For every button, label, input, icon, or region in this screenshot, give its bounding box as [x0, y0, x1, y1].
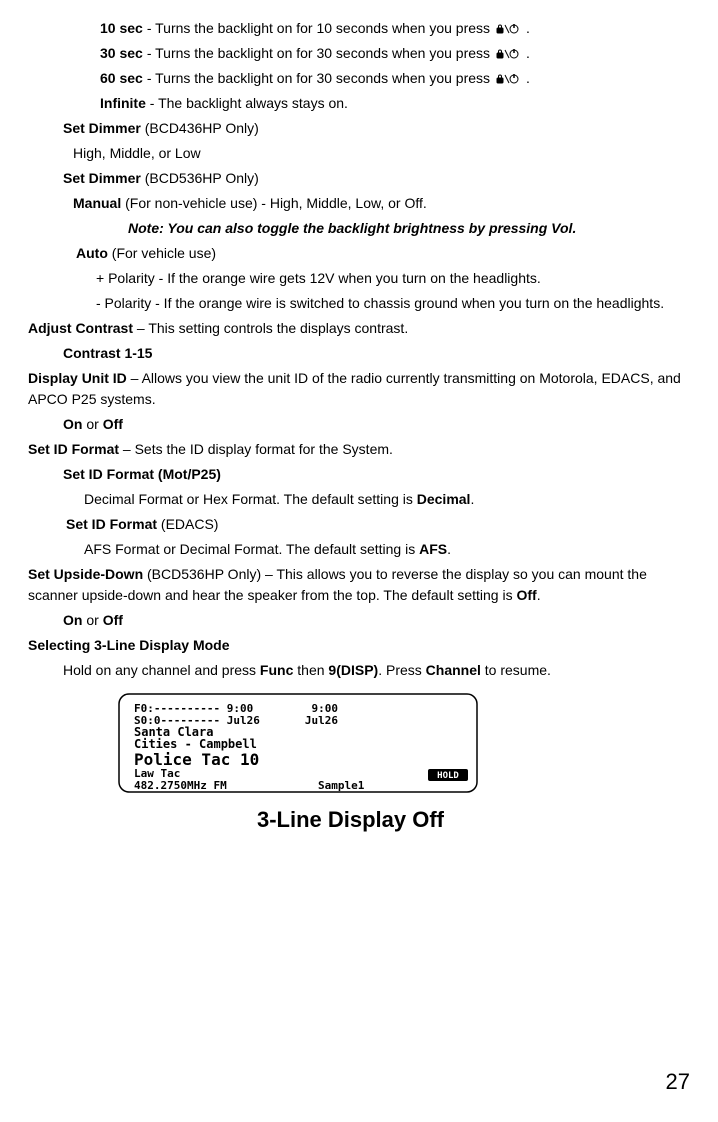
set-dimmer-1-label: Set Dimmer: [63, 120, 141, 136]
display-unit-id-desc: – Allows you view the unit ID of the rad…: [28, 370, 681, 407]
scanner-display: F0:---------- 9:00 9:00 S0:0--------- Ju…: [118, 693, 478, 793]
backlight-10sec-tail: .: [526, 18, 530, 39]
disp-hold: HOLD: [437, 771, 459, 781]
threeline-channel: Channel: [426, 662, 481, 678]
idformat-motp25-label: Set ID Format (Mot/P25): [63, 464, 690, 485]
upsidedown-default: Off: [516, 587, 536, 603]
set-id-format: Set ID Format – Sets the ID display form…: [28, 439, 690, 460]
threeline-disp: 9(DISP): [328, 662, 378, 678]
threeline-then: then: [293, 662, 328, 678]
scanner-display-svg: F0:---------- 9:00 9:00 S0:0--------- Ju…: [118, 693, 478, 793]
set-upside-down: Set Upside-Down (BCD536HP Only) – This a…: [28, 564, 690, 606]
backlight-10sec-label: 10 sec: [100, 18, 143, 39]
upsidedown-tail: .: [537, 587, 541, 603]
dimmer2-auto: Auto (For vehicle use): [76, 243, 690, 264]
idformat-motp25-pre: Decimal Format or Hex Format. The defaul…: [84, 491, 417, 507]
set-dimmer-1-options: High, Middle, or Low: [73, 143, 690, 164]
svg-text:Jul26: Jul26: [305, 714, 338, 727]
backlight-10sec-desc: - Turns the backlight on for 10 seconds …: [147, 18, 490, 39]
dimmer2-manual-desc: (For non-vehicle use) - High, Middle, Lo…: [121, 195, 427, 211]
idformat-edacs-post: .: [447, 541, 451, 557]
display-unit-id: Display Unit ID – Allows you view the un…: [28, 368, 690, 410]
set-id-format-desc: – Sets the ID display format for the Sys…: [119, 441, 393, 457]
polarity-plus: + Polarity - If the orange wire gets 12V…: [96, 268, 690, 289]
upsidedown-off: Off: [103, 612, 123, 628]
threeline-desc: Hold on any channel and press Func then …: [63, 660, 690, 681]
idformat-edacs-note: (EDACS): [157, 516, 218, 532]
dimmer2-note: Note: You can also toggle the backlight …: [128, 218, 690, 239]
contrast-option: Contrast 1-15: [63, 343, 690, 364]
set-dimmer-2-label: Set Dimmer: [63, 170, 141, 186]
backlight-10sec: 10 sec - Turns the backlight on for 10 s…: [100, 18, 690, 39]
disp-line7b: Sample1: [318, 779, 365, 792]
lock-power-icon: [496, 23, 520, 35]
threeline-func: Func: [260, 662, 293, 678]
backlight-infinite-label: Infinite: [100, 95, 146, 111]
disp-line7a: 482.2750MHz FM: [134, 779, 227, 792]
threeline-press: . Press: [378, 662, 425, 678]
set-dimmer-2: Set Dimmer (BCD536HP Only): [63, 168, 690, 189]
upsidedown-onoff: On or Off: [63, 610, 690, 631]
backlight-30sec-label: 30 sec: [100, 43, 143, 64]
upsidedown-or: or: [82, 612, 102, 628]
backlight-60sec-label: 60 sec: [100, 68, 143, 89]
dimmer2-auto-label: Auto: [76, 245, 108, 261]
set-dimmer-1: Set Dimmer (BCD436HP Only): [63, 118, 690, 139]
upsidedown-label: Set Upside-Down: [28, 566, 143, 582]
idformat-edacs-pre: AFS Format or Decimal Format. The defaul…: [84, 541, 419, 557]
polarity-minus: - Polarity - If the orange wire is switc…: [96, 293, 690, 314]
idformat-motp25-post: .: [470, 491, 474, 507]
threeline-heading: Selecting 3-Line Display Mode: [28, 635, 690, 656]
dimmer2-manual: Manual (For non-vehicle use) - High, Mid…: [73, 193, 690, 214]
idformat-edacs-label: Set ID Format: [66, 516, 157, 532]
idformat-motp25-desc: Decimal Format or Hex Format. The defaul…: [84, 489, 690, 510]
backlight-30sec-tail: .: [526, 43, 530, 64]
adjust-contrast: Adjust Contrast – This setting controls …: [28, 318, 690, 339]
lock-power-icon: [496, 73, 520, 85]
set-dimmer-1-note: (BCD436HP Only): [141, 120, 259, 136]
display-caption: 3-Line Display Off: [118, 803, 583, 836]
backlight-60sec-tail: .: [526, 68, 530, 89]
page-number: 27: [666, 1065, 690, 1098]
threeline-resume: to resume.: [481, 662, 551, 678]
idformat-edacs-default: AFS: [419, 541, 447, 557]
adjust-contrast-desc: – This setting controls the displays con…: [133, 320, 408, 336]
backlight-30sec-desc: - Turns the backlight on for 30 seconds …: [147, 43, 490, 64]
set-id-format-label: Set ID Format: [28, 441, 119, 457]
disp-line4: Cities - Campbell: [134, 737, 257, 751]
idformat-edacs-desc: AFS Format or Decimal Format. The defaul…: [84, 539, 690, 560]
backlight-infinite-desc: - The backlight always stays on.: [146, 95, 348, 111]
upsidedown-on: On: [63, 612, 82, 628]
backlight-60sec-desc: - Turns the backlight on for 30 seconds …: [147, 68, 490, 89]
unitid-or: or: [82, 416, 102, 432]
dimmer2-manual-label: Manual: [73, 195, 121, 211]
threeline-pre: Hold on any channel and press: [63, 662, 260, 678]
dimmer2-auto-desc: (For vehicle use): [108, 245, 216, 261]
unitid-on: On: [63, 416, 82, 432]
lock-power-icon: [496, 48, 520, 60]
unitid-onoff: On or Off: [63, 414, 690, 435]
display-unit-id-label: Display Unit ID: [28, 370, 127, 386]
backlight-infinite: Infinite - The backlight always stays on…: [100, 93, 690, 114]
set-dimmer-2-note: (BCD536HP Only): [141, 170, 259, 186]
unitid-off: Off: [103, 416, 123, 432]
idformat-edacs: Set ID Format (EDACS): [66, 514, 690, 535]
adjust-contrast-label: Adjust Contrast: [28, 320, 133, 336]
idformat-motp25-default: Decimal: [417, 491, 471, 507]
backlight-60sec: 60 sec - Turns the backlight on for 30 s…: [100, 68, 690, 89]
backlight-30sec: 30 sec - Turns the backlight on for 30 s…: [100, 43, 690, 64]
